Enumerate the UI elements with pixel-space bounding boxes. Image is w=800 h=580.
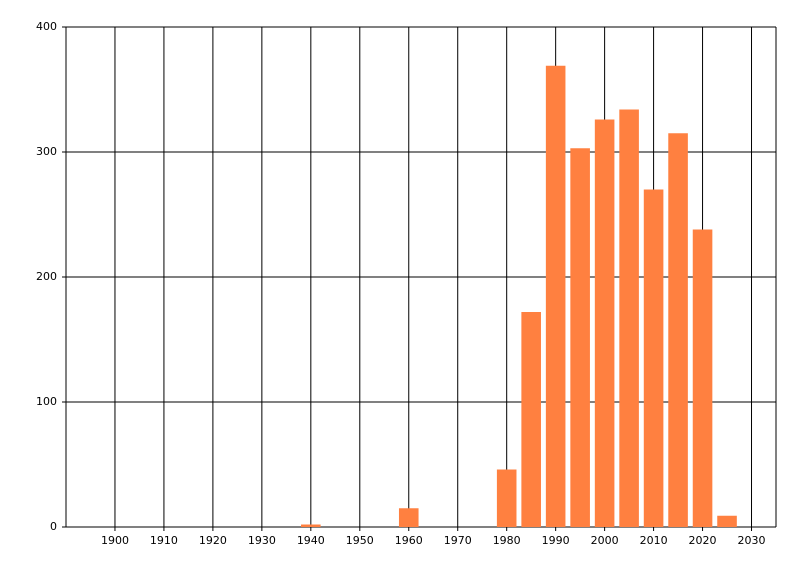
bar xyxy=(717,515,737,527)
y-tick-label: 400 xyxy=(36,20,57,33)
bar xyxy=(668,133,688,527)
bar xyxy=(570,148,590,527)
bar xyxy=(619,109,639,527)
bar xyxy=(545,65,566,527)
bar xyxy=(692,229,713,527)
y-tick-label: 300 xyxy=(36,145,57,158)
bar xyxy=(496,469,517,527)
bar xyxy=(301,524,321,527)
x-tick-label: 1970 xyxy=(444,534,472,547)
bar xyxy=(398,508,419,527)
x-tick-label: 1950 xyxy=(346,534,374,547)
y-tick-label: 200 xyxy=(36,270,57,283)
x-tick-label: 1900 xyxy=(101,534,129,547)
x-tick-label: 1910 xyxy=(150,534,178,547)
bar xyxy=(521,312,541,527)
x-tick-label: 1940 xyxy=(297,534,325,547)
x-tick-label: 2010 xyxy=(640,534,668,547)
x-tick-label: 1920 xyxy=(199,534,227,547)
x-tick-label: 1960 xyxy=(395,534,423,547)
bar xyxy=(594,119,615,527)
x-tick-label: 2000 xyxy=(591,534,619,547)
x-tick-label: 1980 xyxy=(493,534,521,547)
x-tick-label: 2030 xyxy=(738,534,766,547)
x-tick-label: 1990 xyxy=(542,534,570,547)
bar xyxy=(643,189,664,527)
x-tick-label: 2020 xyxy=(689,534,717,547)
x-tick-label: 1930 xyxy=(248,534,276,547)
y-tick-label: 0 xyxy=(50,520,57,533)
y-tick-label: 100 xyxy=(36,395,57,408)
